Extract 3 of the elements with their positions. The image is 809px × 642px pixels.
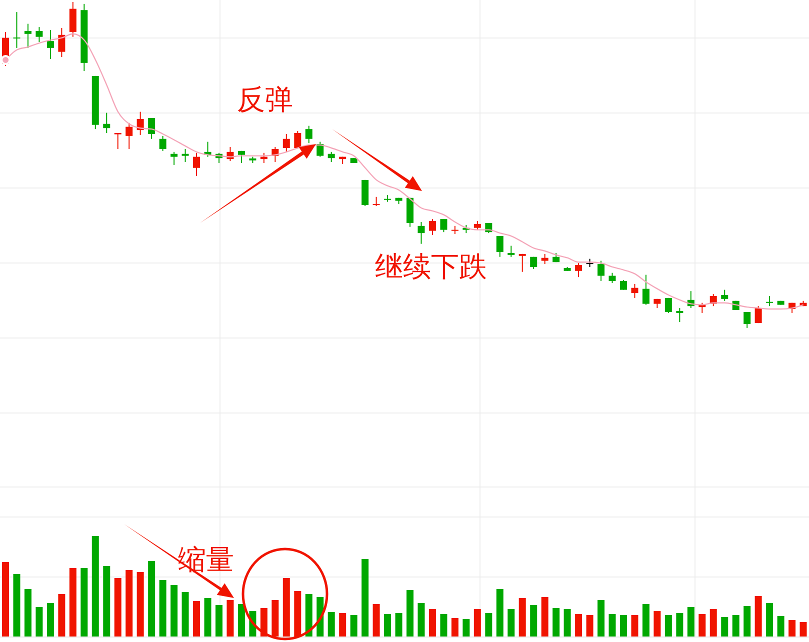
annotation: 继续下跌 (375, 250, 487, 283)
annotation: 缩量 (178, 543, 234, 576)
annotation: 反弹 (237, 83, 293, 116)
